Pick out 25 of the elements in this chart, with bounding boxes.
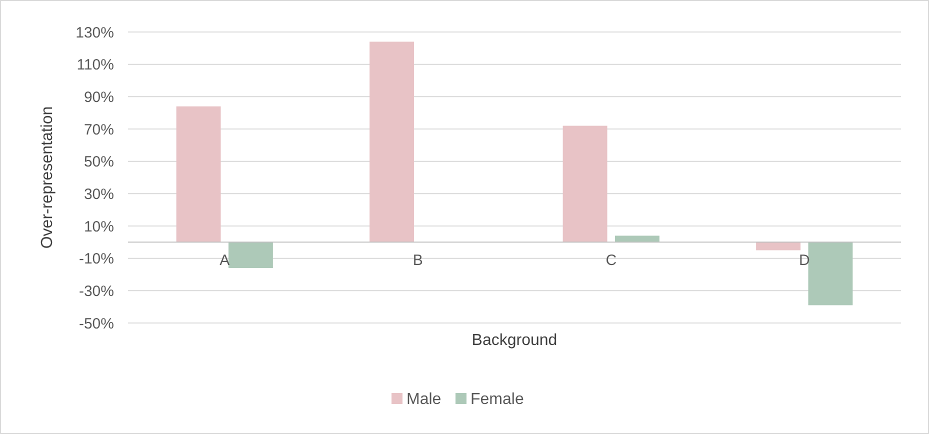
y-tick-label: 70% — [84, 121, 114, 138]
bar — [808, 242, 853, 306]
bar — [614, 236, 660, 242]
y-tick-label: 10% — [84, 218, 114, 236]
y-tick-label: 90% — [84, 88, 114, 106]
y-tick-label: -30% — [78, 282, 114, 300]
y-tick-label: 130% — [76, 24, 114, 42]
bar — [176, 106, 221, 242]
y-axis-title: Over-representation — [39, 106, 56, 249]
x-tick-label: D — [798, 252, 810, 270]
x-axis-title: Background — [472, 332, 558, 349]
legend-label: Female — [470, 391, 524, 408]
legend-label: Male — [406, 391, 442, 408]
bar — [562, 126, 608, 242]
bar — [756, 242, 801, 250]
x-tick-label: A — [220, 252, 230, 270]
x-tick-label: C — [606, 252, 617, 270]
bar — [370, 42, 414, 242]
bar — [228, 242, 273, 268]
y-tick-label: 30% — [84, 186, 114, 203]
y-tick-label: 110% — [76, 56, 114, 74]
y-tick-label: -10% — [78, 250, 114, 268]
y-tick-label: -50% — [78, 315, 114, 332]
y-tick-label: 50% — [84, 154, 114, 171]
x-tick-label: B — [412, 252, 423, 270]
